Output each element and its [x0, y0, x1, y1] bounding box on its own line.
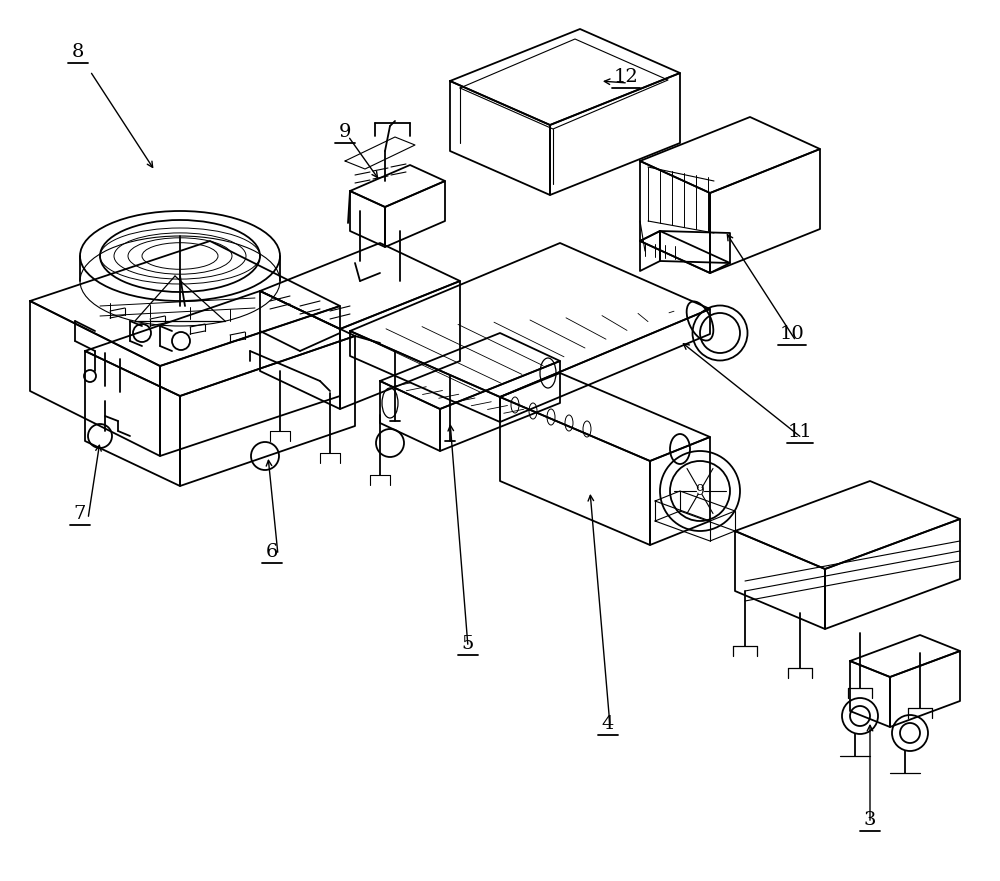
Text: 12: 12 [614, 68, 638, 86]
Text: 10: 10 [780, 325, 804, 343]
Text: 9: 9 [339, 123, 351, 141]
Text: 4: 4 [602, 715, 614, 733]
Text: 11: 11 [788, 423, 812, 441]
Text: 6: 6 [266, 543, 278, 561]
Text: 7: 7 [74, 505, 86, 523]
Text: 3: 3 [864, 811, 876, 829]
Text: 5: 5 [462, 635, 474, 653]
Text: 9: 9 [696, 484, 704, 498]
Text: 8: 8 [72, 43, 84, 61]
